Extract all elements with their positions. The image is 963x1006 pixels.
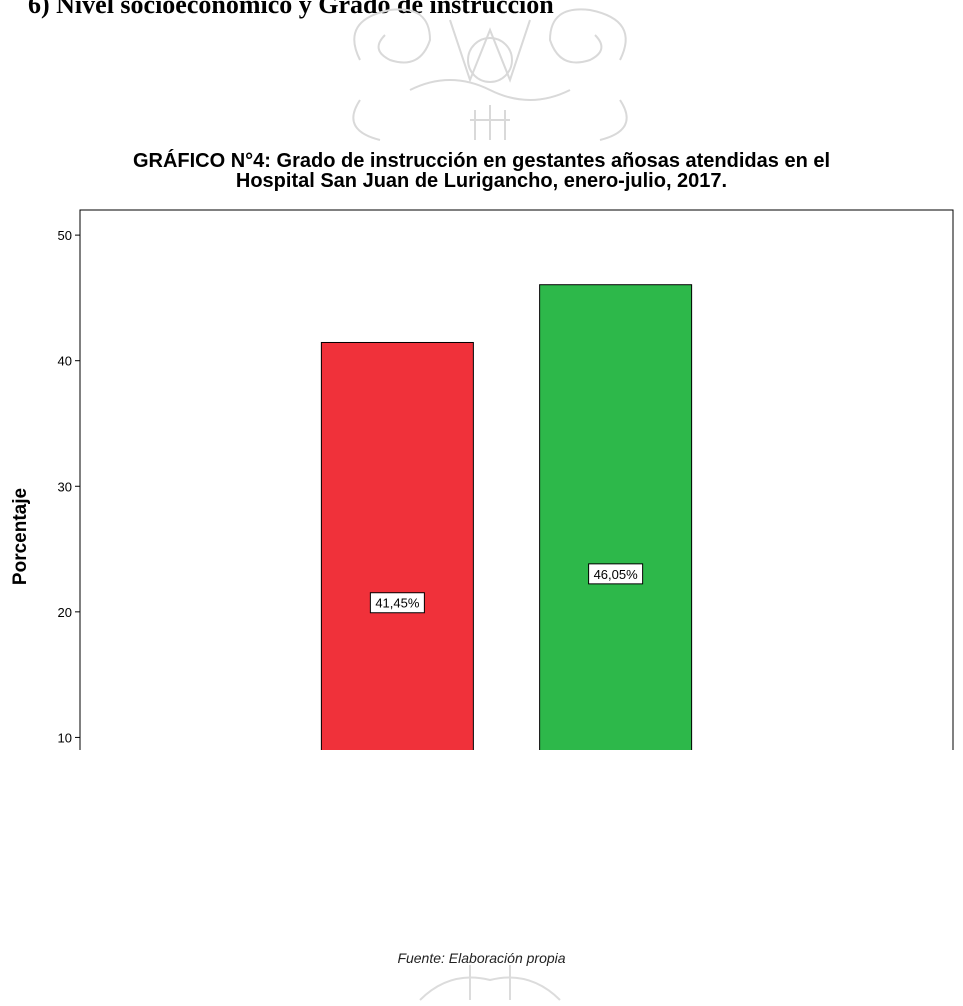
chart-source-note: Fuente: Elaboración propia: [397, 950, 566, 966]
y-tick-label: 10: [58, 730, 72, 745]
y-tick-label: 40: [58, 354, 72, 369]
plot-frame: [79, 209, 954, 750]
bar: [539, 284, 693, 750]
university-seal-watermark-icon: [352, 8, 628, 141]
data-label: 46,05%: [594, 567, 639, 582]
chart-title-line-2: Hospital San Juan de Lurigancho, enero-j…: [235, 170, 728, 192]
bar-chart: 01020304050Porcentaje3,95%Analfabeta41,4…: [10, 209, 954, 750]
y-tick-label: 20: [58, 605, 72, 620]
y-axis-label: Porcentaje: [10, 488, 31, 585]
data-label: 41,45%: [375, 596, 420, 611]
university-seal-watermark-bottom-icon: [419, 965, 561, 1001]
document-heading-fragment: 6) Nivel socioeconómico y Grado de instr…: [0, 0, 963, 22]
data-label-box: [369, 592, 425, 614]
y-tick-label: 50: [58, 228, 72, 243]
data-label-box: [588, 563, 644, 585]
chart-title-line-1: GRÁFICO N°4: Grado de instrucción en ges…: [132, 150, 831, 172]
y-tick-label: 30: [58, 479, 72, 494]
bar: [320, 341, 474, 750]
heading-text: 6) Nivel socioeconómico y Grado de instr…: [28, 0, 554, 19]
